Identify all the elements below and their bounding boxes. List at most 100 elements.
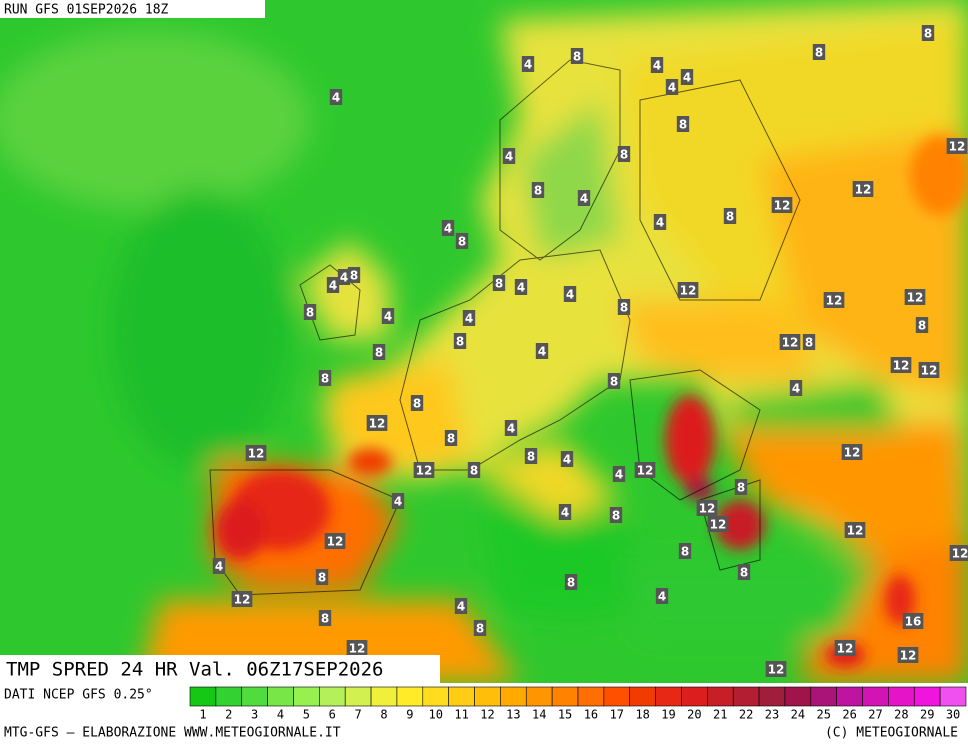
label-text: 8 bbox=[918, 319, 926, 333]
contour-label: 12 bbox=[634, 462, 656, 478]
legend-swatch bbox=[396, 686, 424, 707]
label-box bbox=[655, 588, 669, 604]
label-text: 8 bbox=[534, 184, 542, 198]
label-box bbox=[454, 598, 468, 614]
label-box bbox=[677, 282, 699, 298]
label-box bbox=[812, 44, 826, 60]
contour-label: 12 bbox=[696, 500, 718, 516]
contour-label: 4 bbox=[563, 286, 577, 302]
label-box bbox=[676, 116, 690, 132]
legend-label: 27 bbox=[868, 708, 882, 722]
label-text: 8 bbox=[458, 235, 466, 249]
label-text: 12 bbox=[782, 336, 799, 350]
label-text: 8 bbox=[527, 450, 535, 464]
label-text: 12 bbox=[921, 364, 938, 378]
label-text: 8 bbox=[318, 571, 326, 585]
legend-label: 29 bbox=[920, 708, 934, 722]
legend-label: 13 bbox=[506, 708, 520, 722]
label-text: 12 bbox=[837, 642, 854, 656]
label-text: 4 bbox=[615, 468, 623, 482]
contour-label: 4 bbox=[789, 380, 803, 396]
label-box bbox=[897, 647, 919, 663]
label-box bbox=[524, 448, 538, 464]
label-text: 12 bbox=[893, 359, 910, 373]
contour-label: 8 bbox=[303, 304, 317, 320]
label-text: 4 bbox=[505, 150, 513, 164]
label-box bbox=[346, 640, 368, 656]
label-text: 12 bbox=[844, 446, 861, 460]
label-text: 4 bbox=[668, 81, 676, 95]
label-box bbox=[723, 208, 737, 224]
legend-label: 8 bbox=[380, 708, 387, 722]
label-box bbox=[453, 333, 467, 349]
label-text: 8 bbox=[321, 612, 329, 626]
label-text: 12 bbox=[699, 502, 716, 516]
legend-swatch bbox=[603, 686, 631, 707]
contour-label: 4 bbox=[680, 69, 694, 85]
legend-label: 23 bbox=[765, 708, 779, 722]
label-text: 12 bbox=[907, 291, 924, 305]
label-box bbox=[771, 197, 793, 213]
label-text: 12 bbox=[248, 447, 265, 461]
label-box bbox=[653, 214, 667, 230]
label-box bbox=[921, 25, 935, 41]
run-box bbox=[0, 0, 265, 18]
contour-label: 8 bbox=[921, 25, 935, 41]
legend-swatch bbox=[655, 686, 682, 707]
contour-label: 12 bbox=[841, 444, 863, 460]
label-box bbox=[918, 362, 940, 378]
label-text: 8 bbox=[413, 397, 421, 411]
contour-label: 4 bbox=[454, 598, 468, 614]
label-text: 4 bbox=[561, 506, 569, 520]
label-box bbox=[502, 148, 516, 164]
contour-label: 8 bbox=[676, 116, 690, 132]
contour-label: 12 bbox=[779, 334, 801, 350]
hot-spots bbox=[215, 135, 968, 667]
label-box bbox=[617, 146, 631, 162]
label-box bbox=[841, 444, 863, 460]
legend-swatch bbox=[939, 686, 967, 707]
label-text: 8 bbox=[610, 375, 618, 389]
contour-label: 8 bbox=[318, 610, 332, 626]
label-text: 4 bbox=[563, 453, 571, 467]
title-box bbox=[0, 655, 440, 683]
contour-label: 12 bbox=[823, 292, 845, 308]
contour-label: 12 bbox=[949, 545, 968, 561]
legend-swatch bbox=[913, 686, 941, 707]
contour-label: 12 bbox=[897, 647, 919, 663]
label-text: 8 bbox=[447, 432, 455, 446]
label-box bbox=[329, 89, 343, 105]
legend-label: 22 bbox=[739, 708, 753, 722]
legend-label: 15 bbox=[558, 708, 572, 722]
label-box bbox=[231, 591, 253, 607]
contour-label: 8 bbox=[524, 448, 538, 464]
label-box bbox=[326, 277, 340, 293]
contour-label: 4 bbox=[558, 504, 572, 520]
run-label: RUN GFS 01SEP2026 18Z bbox=[4, 3, 169, 18]
label-box bbox=[212, 558, 226, 574]
legend-swatch bbox=[267, 686, 294, 707]
legend-swatch bbox=[862, 686, 889, 707]
label-box bbox=[504, 420, 518, 436]
label-text: 8 bbox=[375, 346, 383, 360]
contour-label: 12 bbox=[346, 640, 368, 656]
contour-label: 12 bbox=[765, 661, 787, 677]
contour-label: 4 bbox=[441, 220, 455, 236]
label-text: 12 bbox=[952, 547, 968, 561]
contour-label: 12 bbox=[413, 462, 435, 478]
legend-label: 26 bbox=[842, 708, 856, 722]
legend-swatch bbox=[577, 686, 605, 707]
label-text: 8 bbox=[476, 622, 484, 636]
contour-label: 12 bbox=[677, 282, 699, 298]
legend-label: 6 bbox=[329, 708, 336, 722]
label-box bbox=[680, 69, 694, 85]
label-text: 4 bbox=[215, 560, 223, 574]
contour-label: 8 bbox=[473, 620, 487, 636]
label-box bbox=[455, 233, 469, 249]
label-box bbox=[834, 640, 856, 656]
contour-label: 4 bbox=[655, 588, 669, 604]
label-box bbox=[558, 504, 572, 520]
contour-label: 12 bbox=[946, 138, 968, 154]
